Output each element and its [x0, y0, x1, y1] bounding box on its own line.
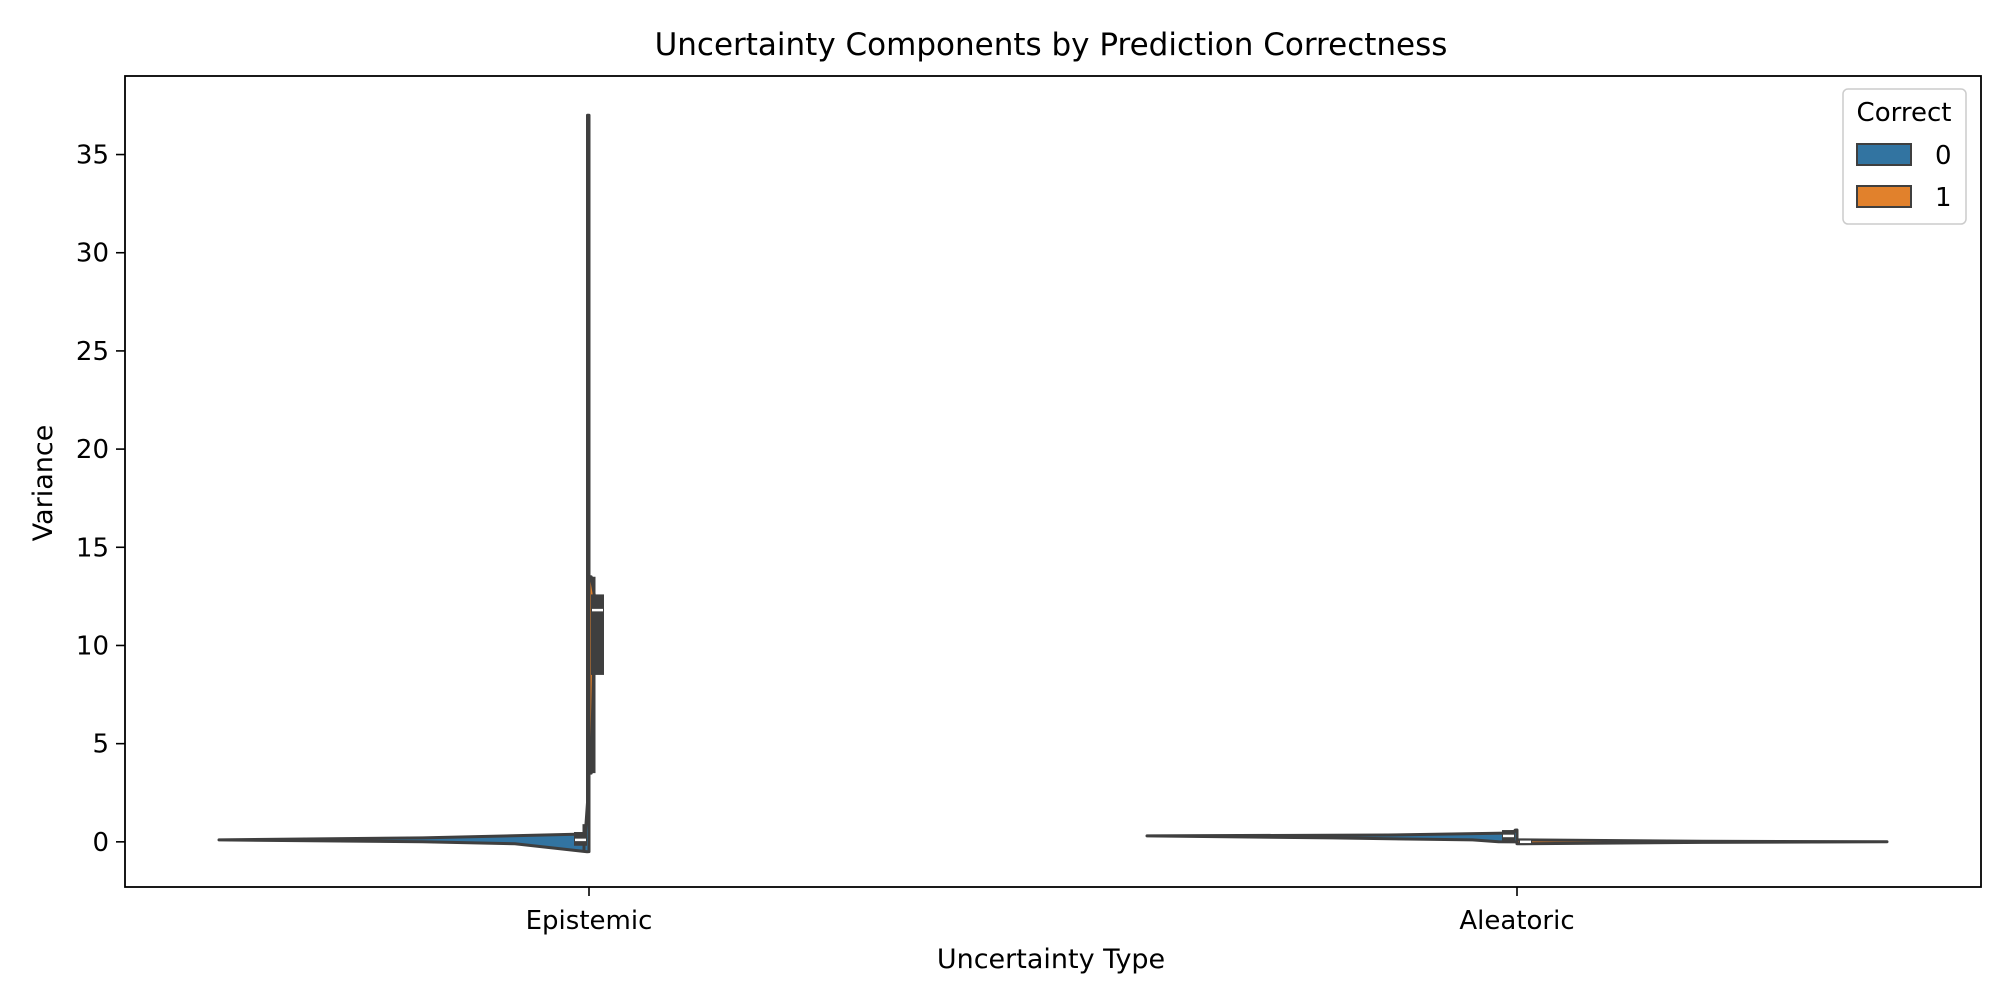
y-axis-label: Variance — [28, 425, 59, 542]
violin-series-0-aleatoric — [1145, 828, 1519, 844]
y-tick-label-30: 30 — [76, 239, 109, 269]
box-series-1-epistemic — [591, 594, 604, 675]
legend-label-1: 1 — [1935, 183, 1952, 213]
y-tick-label-0: 0 — [92, 828, 109, 858]
plot-frame — [124, 75, 1982, 888]
legend-swatch-1 — [1856, 185, 1912, 208]
plot-area — [217, 113, 1889, 854]
legend-label-0: 0 — [1935, 141, 1952, 171]
legend-title: Correct — [1857, 98, 1952, 128]
y-tick-label-20: 20 — [76, 435, 109, 465]
y-tick-label-10: 10 — [76, 631, 109, 661]
x-axis: Epistemic Aleatoric — [526, 887, 1575, 936]
legend: Correct 0 1 — [1842, 88, 1967, 225]
y-axis: 0 5 10 15 20 25 30 35 — [76, 141, 125, 858]
x-tick-label-aleatoric: Aleatoric — [1459, 906, 1574, 936]
violin-series-1-aleatoric — [1515, 838, 1889, 846]
x-tick-label-epistemic: Epistemic — [526, 906, 653, 936]
y-tick-label-25: 25 — [76, 337, 109, 367]
y-tick-label-15: 15 — [76, 533, 109, 563]
legend-swatch-0 — [1856, 143, 1912, 166]
y-tick-label-5: 5 — [92, 730, 109, 760]
chart-title: Uncertainty Components by Prediction Cor… — [655, 27, 1448, 63]
x-axis-label: Uncertainty Type — [937, 944, 1165, 975]
y-tick-label-35: 35 — [76, 141, 109, 171]
violin-series-0-epistemic — [217, 113, 591, 854]
